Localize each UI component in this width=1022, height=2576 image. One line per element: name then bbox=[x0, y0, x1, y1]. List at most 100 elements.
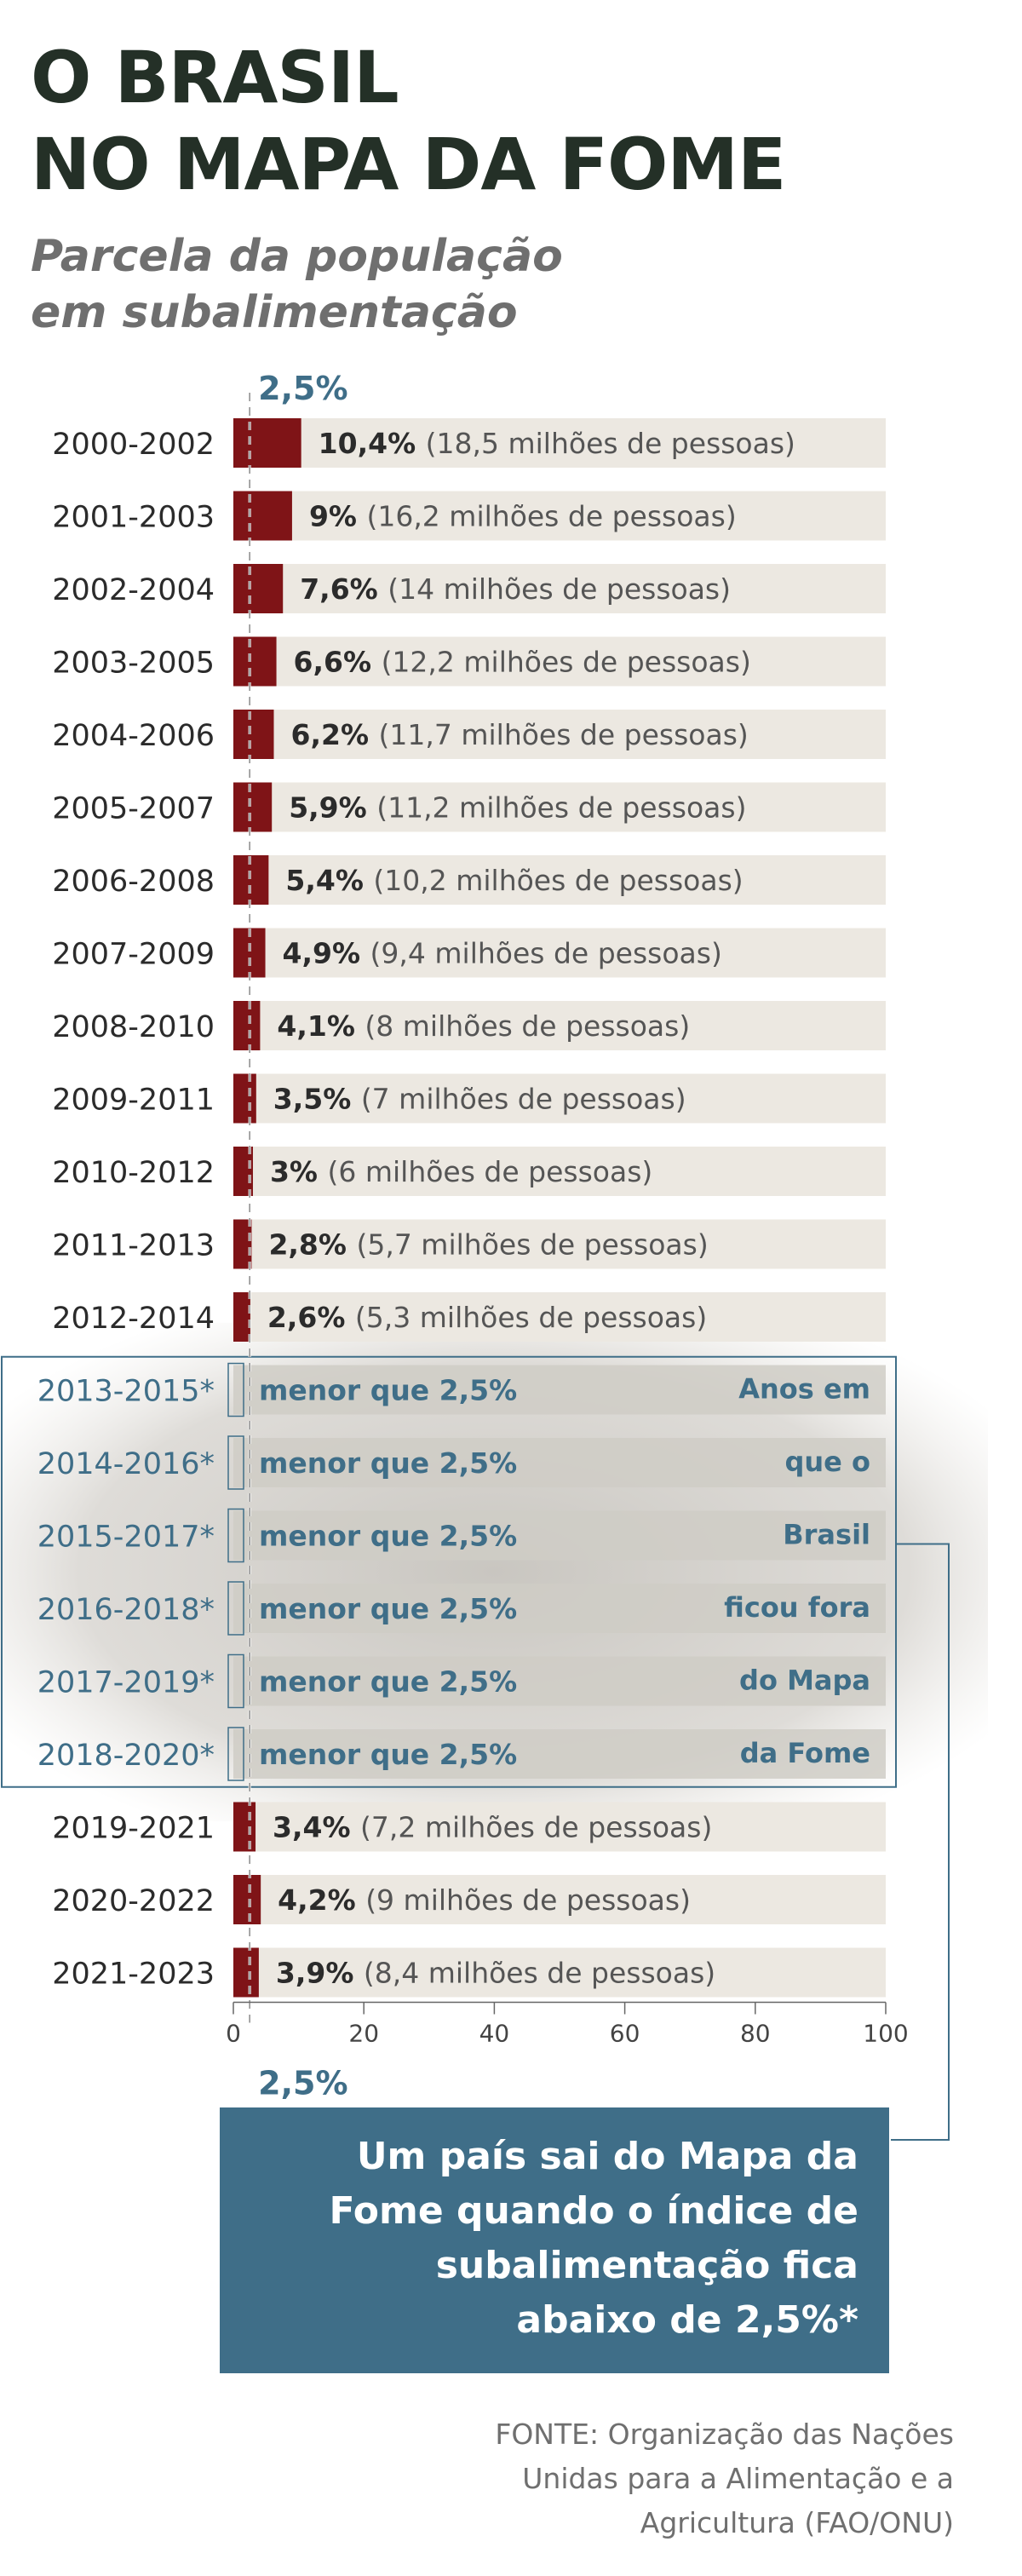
value-percent: 6,2% bbox=[290, 718, 378, 751]
x-tick-label: 80 bbox=[740, 2020, 771, 2048]
value-people: (5,3 milhões de pessoas) bbox=[355, 1301, 707, 1334]
threshold-label-bottom: 2,5% bbox=[258, 2065, 347, 2102]
category-label: 2000-2002 bbox=[52, 428, 215, 462]
value-percent: 5,4% bbox=[285, 864, 373, 897]
note-line-1: Um país sai do Mapa da bbox=[356, 2135, 858, 2178]
out-of-map-bracket bbox=[227, 1581, 244, 1636]
bar-track bbox=[233, 1219, 886, 1269]
data-bar bbox=[233, 491, 292, 541]
value-people: (11,7 milhões de pessoas) bbox=[379, 718, 749, 751]
category-label: 2012-2014 bbox=[52, 1302, 215, 1336]
value-percent: 2,6% bbox=[267, 1301, 355, 1334]
x-tick-label: 60 bbox=[610, 2020, 640, 2048]
value-people: (5,7 milhões de pessoas) bbox=[356, 1228, 708, 1262]
category-label: 2010-2012 bbox=[52, 1156, 215, 1190]
value-label-out: menor que 2,5% bbox=[259, 1738, 517, 1771]
subtitle-line-2: em subalimentação bbox=[31, 287, 518, 338]
value-label: 6,2% (11,7 milhões de pessoas) bbox=[290, 718, 748, 751]
bar-track bbox=[233, 491, 886, 541]
value-label: 4,2% (9 milhões de pessoas) bbox=[278, 1883, 691, 1917]
category-label: 2001-2003 bbox=[52, 501, 215, 535]
bar-track bbox=[233, 1875, 886, 1924]
data-bar bbox=[233, 1001, 261, 1050]
bar-chart: 2000-2002 10,4% (18,5 milhões de pessoas)… bbox=[0, 370, 988, 2141]
category-label: 2018-2020* bbox=[37, 1739, 215, 1773]
data-bar bbox=[233, 1292, 250, 1342]
value-percent: 2,8% bbox=[268, 1228, 356, 1262]
source-credit: FONTE: Organização das Nações Unidas par… bbox=[358, 2412, 954, 2545]
value-people: (16,2 milhões de pessoas) bbox=[366, 500, 736, 533]
out-of-map-annotation: Brasil bbox=[783, 1519, 870, 1551]
bar-track bbox=[233, 782, 886, 832]
out-of-map-annotation: ficou fora bbox=[724, 1591, 870, 1624]
data-bar bbox=[233, 636, 277, 687]
data-bar bbox=[233, 418, 301, 468]
value-people: (18,5 milhões de pessoas) bbox=[426, 427, 795, 460]
title-line-1: O BRASIL bbox=[31, 36, 399, 119]
out-of-map-bracket bbox=[227, 1362, 244, 1417]
value-label: 4,1% (8 milhões de pessoas) bbox=[277, 1009, 690, 1043]
category-label: 2011-2013 bbox=[52, 1229, 215, 1263]
value-label: 3,5% (7 milhões de pessoas) bbox=[273, 1083, 686, 1116]
source-line-3: Agricultura (FAO/ONU) bbox=[640, 2506, 954, 2539]
value-percent: 3,9% bbox=[276, 1957, 364, 1990]
category-label: 2016-2018* bbox=[37, 1593, 215, 1627]
value-label: 5,9% (11,2 milhões de pessoas) bbox=[289, 791, 746, 825]
note-line-2: Fome quando o índice de bbox=[329, 2189, 859, 2233]
category-label: 2020-2022 bbox=[52, 1884, 215, 1918]
value-percent: 5,9% bbox=[289, 791, 376, 825]
bar-track bbox=[233, 564, 886, 613]
out-of-map-frame bbox=[1, 1355, 897, 1788]
bar-track bbox=[233, 1292, 886, 1342]
data-bar bbox=[233, 1147, 253, 1196]
data-bar bbox=[233, 1219, 252, 1269]
out-of-map-annotation: Anos em bbox=[738, 1373, 870, 1406]
value-label-out: menor que 2,5% bbox=[259, 1665, 517, 1699]
value-label-out: menor que 2,5% bbox=[259, 1446, 517, 1480]
bar-track bbox=[233, 1802, 886, 1852]
value-percent: 6,6% bbox=[294, 646, 382, 679]
bar-track bbox=[233, 1729, 886, 1779]
x-tick-label: 0 bbox=[226, 2020, 241, 2048]
value-people: (6 milhões de pessoas) bbox=[327, 1155, 652, 1188]
value-label: 9% (16,2 milhões de pessoas) bbox=[309, 500, 737, 533]
bar-track bbox=[233, 1947, 886, 1998]
value-people: (7 milhões de pessoas) bbox=[361, 1083, 686, 1116]
value-label: 6,6% (12,2 milhões de pessoas) bbox=[294, 646, 751, 679]
bar-track bbox=[233, 928, 886, 978]
category-label: 2006-2008 bbox=[52, 865, 215, 899]
value-percent: 10,4% bbox=[319, 427, 426, 460]
value-label: 3,9% (8,4 milhões de pessoas) bbox=[276, 1957, 715, 1990]
value-people: (11,2 milhões de pessoas) bbox=[376, 791, 746, 825]
value-percent: 3,4% bbox=[273, 1811, 360, 1844]
data-bar bbox=[233, 782, 273, 832]
category-label: 2017-2019* bbox=[37, 1666, 215, 1700]
category-label: 2005-2007 bbox=[52, 792, 215, 826]
value-label: 5,4% (10,2 milhões de pessoas) bbox=[285, 864, 743, 897]
chart-subtitle: Parcela da população em subalimentação bbox=[31, 228, 967, 341]
x-tick-label: 100 bbox=[863, 2020, 908, 2048]
data-bar bbox=[233, 1802, 256, 1852]
value-people: (9,4 milhões de pessoas) bbox=[370, 937, 722, 970]
data-bar bbox=[233, 855, 269, 905]
source-line-2: Unidas para a Alimentação e a bbox=[522, 2462, 954, 2495]
value-percent: 7,6% bbox=[300, 572, 388, 606]
value-percent: 3% bbox=[270, 1155, 328, 1188]
out-of-map-bracket bbox=[227, 1435, 244, 1490]
category-label: 2014-2016* bbox=[37, 1447, 215, 1481]
note-box: Um país sai do Mapa da Fome quando o índ… bbox=[220, 2107, 889, 2373]
category-label: 2021-2023 bbox=[52, 1958, 215, 1992]
value-label: 3,4% (7,2 milhões de pessoas) bbox=[273, 1811, 712, 1844]
source-line-1: FONTE: Organização das Nações bbox=[495, 2418, 954, 2451]
bar-track bbox=[233, 1656, 886, 1706]
data-bar bbox=[233, 1073, 256, 1124]
out-of-map-annotation: do Mapa bbox=[739, 1665, 870, 1697]
bar-track bbox=[233, 1510, 886, 1561]
value-percent: 4,2% bbox=[278, 1883, 365, 1917]
value-people: (14 milhões de pessoas) bbox=[388, 572, 731, 606]
value-label: 3% (6 milhões de pessoas) bbox=[270, 1155, 652, 1188]
category-label: 2009-2011 bbox=[52, 1084, 215, 1118]
category-label: 2015-2017* bbox=[37, 1521, 215, 1555]
note-line-3: subalimentação fica bbox=[435, 2244, 858, 2287]
bar-track bbox=[233, 1365, 886, 1415]
